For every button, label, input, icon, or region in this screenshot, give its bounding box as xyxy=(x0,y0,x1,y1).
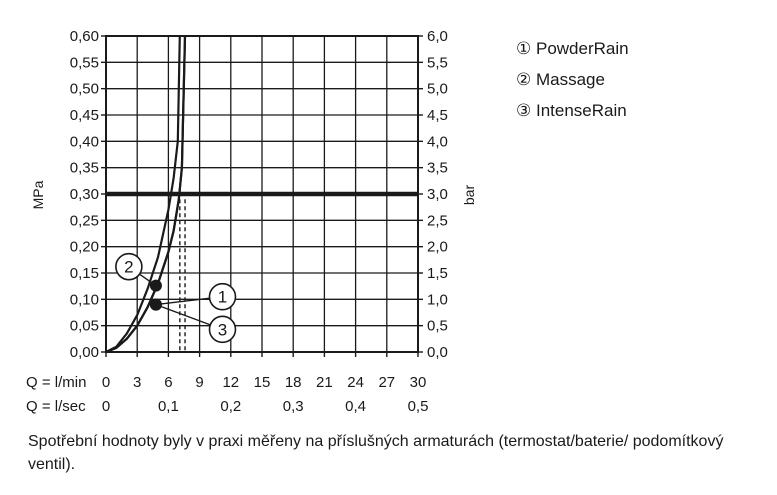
x-tick-label-lsec: 0,1 xyxy=(158,398,179,415)
callout-label-3: 3 xyxy=(218,320,227,339)
data-points xyxy=(149,279,162,311)
legend-label: Massage xyxy=(535,70,605,89)
x-axis-label-lmin: Q = l/min xyxy=(26,374,86,391)
x-tick-label-lsec: 0,5 xyxy=(408,398,429,415)
right-tick-label: 0,0 xyxy=(427,344,448,361)
callout-circle-2 xyxy=(115,252,143,281)
callout-label-2: 2 xyxy=(124,258,133,277)
x-tick-label-lsec: 0,4 xyxy=(345,398,366,415)
right-axis-ticks: 0,0 0,5 1,0 1,5 2,0 2,5 3,0 3,5 4,0 4,5 5,0 5,5 6,0 xyxy=(418,28,448,361)
left-axis-ticks: 0,00 0,05 0,10 0,15 0,20 0,25 0,30 0,35 0,40 0,45… xyxy=(70,28,106,361)
x-tick-label-lmin: 3 xyxy=(133,374,141,391)
legend: ① PowderRain ② Massage ③ IntenseRain xyxy=(516,33,629,126)
x-tick-label-lmin: 18 xyxy=(285,374,302,391)
left-tick-label: 0,05 xyxy=(70,318,99,335)
legend-marker: ② xyxy=(516,70,532,89)
pressure-flow-chart: 213 0,000,050,100,150,200,250,300,350,40… xyxy=(26,28,477,415)
left-tick-label: 0,35 xyxy=(70,160,99,177)
x-tick-label-lmin: 6 xyxy=(164,374,172,391)
left-tick-label: 0,15 xyxy=(70,265,99,282)
data-point-3 xyxy=(149,298,162,311)
legend-item-powderrain: ① PowderRain xyxy=(516,33,629,64)
right-tick-label: 1,0 xyxy=(427,291,448,308)
right-tick-label: 2,0 xyxy=(427,239,448,256)
x-tick-label-lmin: 30 xyxy=(410,374,427,391)
right-tick-label: 3,0 xyxy=(427,186,448,203)
left-tick-label: 0,10 xyxy=(70,291,99,308)
left-tick-label: 0,00 xyxy=(70,344,99,361)
left-tick-label: 0,30 xyxy=(70,186,99,203)
right-tick-label: 5,5 xyxy=(427,54,448,71)
x-axis-ticks: 0 3 6 9 12 15 18 21 24 27 30 0 0,1 0,2 0,3 0,4 0,5 xyxy=(102,352,429,415)
left-tick-label: 0,20 xyxy=(70,239,99,256)
left-tick-label: 0,55 xyxy=(70,54,99,71)
x-tick-label-lmin: 15 xyxy=(254,374,271,391)
left-tick-label: 0,40 xyxy=(70,133,99,150)
series-line-2 xyxy=(105,35,181,353)
x-axis-label-lsec: Q = l/sec xyxy=(26,398,86,415)
right-tick-label: 6,0 xyxy=(427,28,448,45)
x-tick-label-lmin: 27 xyxy=(378,374,395,391)
right-axis-label: bar xyxy=(461,185,477,206)
left-tick-label: 0,50 xyxy=(70,81,99,98)
caption: Spotřební hodnoty byly v praxi měřeny na… xyxy=(28,433,724,473)
x-tick-label-lmin: 12 xyxy=(222,374,239,391)
callout-circle-3 xyxy=(208,315,237,344)
left-tick-label: 0,60 xyxy=(70,28,99,45)
legend-item-intenserain: ③ IntenseRain xyxy=(516,95,629,126)
x-tick-label-lmin: 21 xyxy=(316,374,333,391)
x-tick-label-lmin: 24 xyxy=(347,374,364,391)
x-tick-label-lsec: 0 xyxy=(102,398,110,415)
left-tick-label: 0,25 xyxy=(70,212,99,229)
x-tick-label-lsec: 0,3 xyxy=(283,398,304,415)
legend-marker: ① xyxy=(516,39,532,58)
x-tick-label-lmin: 9 xyxy=(195,374,203,391)
right-tick-label: 3,5 xyxy=(427,160,448,177)
right-tick-label: 0,5 xyxy=(427,318,448,335)
right-tick-label: 1,5 xyxy=(427,265,448,282)
left-tick-label: 0,45 xyxy=(70,107,99,124)
x-tick-label-lmin: 0 xyxy=(102,374,110,391)
callout-label-1: 1 xyxy=(218,288,227,307)
data-point-2 xyxy=(149,279,162,292)
right-tick-label: 2,5 xyxy=(427,212,448,229)
x-tick-label-lsec: 0,2 xyxy=(220,398,241,415)
legend-marker: ③ xyxy=(516,101,532,120)
callout-circle-1 xyxy=(208,282,237,311)
callouts-group: 2 1 3 xyxy=(115,252,237,344)
left-axis-label: MPa xyxy=(30,180,46,209)
right-tick-label: 4,5 xyxy=(427,107,448,124)
flow-lines-group xyxy=(179,199,186,352)
legend-label: PowderRain xyxy=(535,39,629,58)
right-tick-label: 4,0 xyxy=(427,133,448,150)
legend-item-massage: ② Massage xyxy=(516,64,629,95)
right-tick-label: 5,0 xyxy=(427,81,448,98)
legend-label: IntenseRain xyxy=(535,101,627,120)
